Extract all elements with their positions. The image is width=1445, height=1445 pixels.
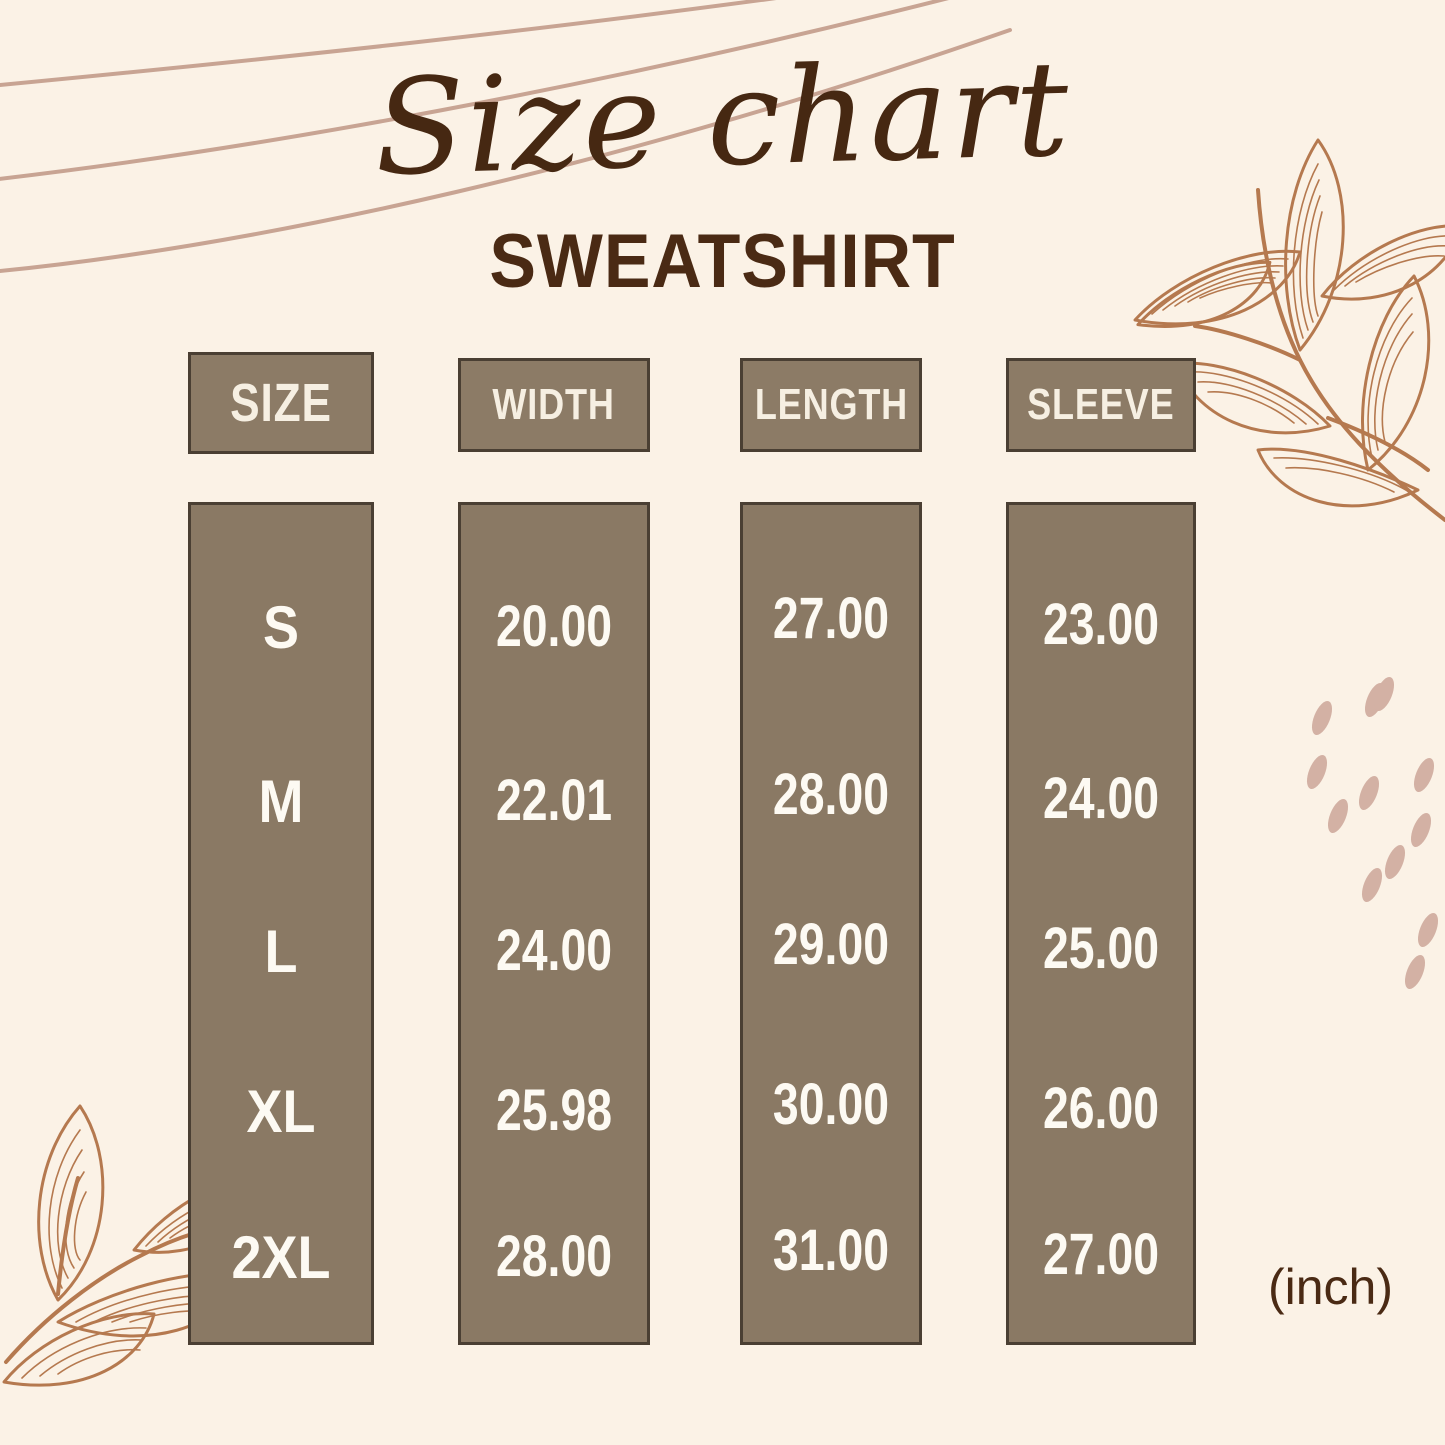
column-body-size: S M L XL 2XL xyxy=(188,502,374,1345)
table-cell-length: 29.00 xyxy=(772,912,890,977)
column-body-width: 20.00 22.01 24.00 25.98 28.00 xyxy=(458,502,650,1345)
column-header-width-label: WIDTH xyxy=(492,380,616,429)
table-cell-width: 28.00 xyxy=(495,1224,613,1289)
table-cell-width: 20.00 xyxy=(495,594,613,659)
column-body-length: 27.00 28.00 29.00 30.00 31.00 xyxy=(740,502,922,1345)
table-cell-length: 28.00 xyxy=(772,762,890,827)
column-header-size-label: SIZE xyxy=(230,373,332,433)
column-header-size: SIZE xyxy=(188,352,374,454)
table-row: 2XL xyxy=(231,1224,331,1291)
unit-label: (inch) xyxy=(1267,1259,1393,1315)
table-cell-width: 25.98 xyxy=(495,1078,613,1143)
top-right-leaf-branch-icon xyxy=(1133,138,1445,522)
table-cell-sleeve: 27.00 xyxy=(1042,1222,1160,1287)
column-header-sleeve-label: SLEEVE xyxy=(1027,380,1175,429)
column-header-width: WIDTH xyxy=(458,358,650,452)
table-cell-sleeve: 26.00 xyxy=(1042,1076,1160,1141)
page-title-script: Size chart xyxy=(372,32,1073,206)
table-row: XL xyxy=(246,1078,316,1145)
column-header-length: LENGTH xyxy=(740,358,922,452)
table-cell-sleeve: 23.00 xyxy=(1042,592,1160,657)
table-cell-sleeve: 24.00 xyxy=(1042,766,1160,831)
column-header-sleeve: SLEEVE xyxy=(1006,358,1196,452)
table-row: M xyxy=(258,768,304,835)
table-row: S xyxy=(262,594,300,661)
column-header-length-label: LENGTH xyxy=(754,380,908,429)
column-body-sleeve: 23.00 24.00 25.00 26.00 27.00 xyxy=(1006,502,1196,1345)
table-cell-width: 24.00 xyxy=(495,918,613,983)
table-cell-length: 31.00 xyxy=(772,1218,890,1283)
seed-dots-icon xyxy=(1306,677,1439,989)
table-cell-sleeve: 25.00 xyxy=(1042,916,1160,981)
table-row: L xyxy=(264,918,298,985)
table-cell-width: 22.01 xyxy=(495,768,613,833)
page-subtitle: SWEATSHIRT xyxy=(489,219,956,304)
table-cell-length: 27.00 xyxy=(772,586,890,651)
table-cell-length: 30.00 xyxy=(772,1072,890,1137)
